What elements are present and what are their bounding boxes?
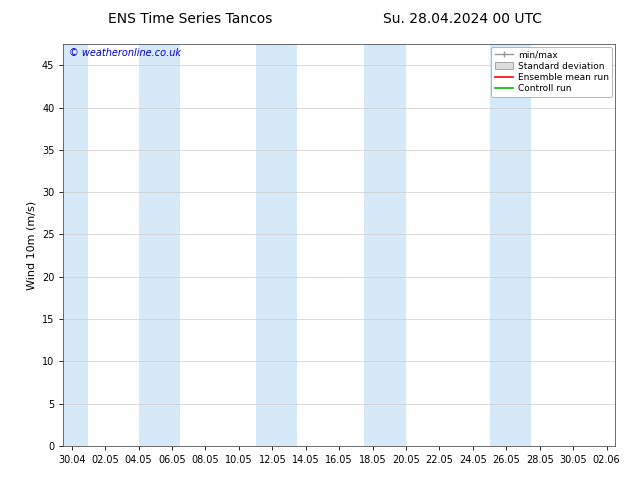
Text: © weatheronline.co.uk: © weatheronline.co.uk (69, 48, 181, 58)
Bar (63, 44, 89, 446)
Text: ENS Time Series Tancos: ENS Time Series Tancos (108, 12, 273, 26)
Bar (139, 44, 181, 446)
Bar (365, 44, 406, 446)
Bar (256, 44, 297, 446)
Text: Su. 28.04.2024 00 UTC: Su. 28.04.2024 00 UTC (384, 12, 542, 26)
Legend: min/max, Standard deviation, Ensemble mean run, Controll run: min/max, Standard deviation, Ensemble me… (491, 47, 612, 97)
Bar (489, 44, 531, 446)
Y-axis label: Wind 10m (m/s): Wind 10m (m/s) (27, 200, 36, 290)
